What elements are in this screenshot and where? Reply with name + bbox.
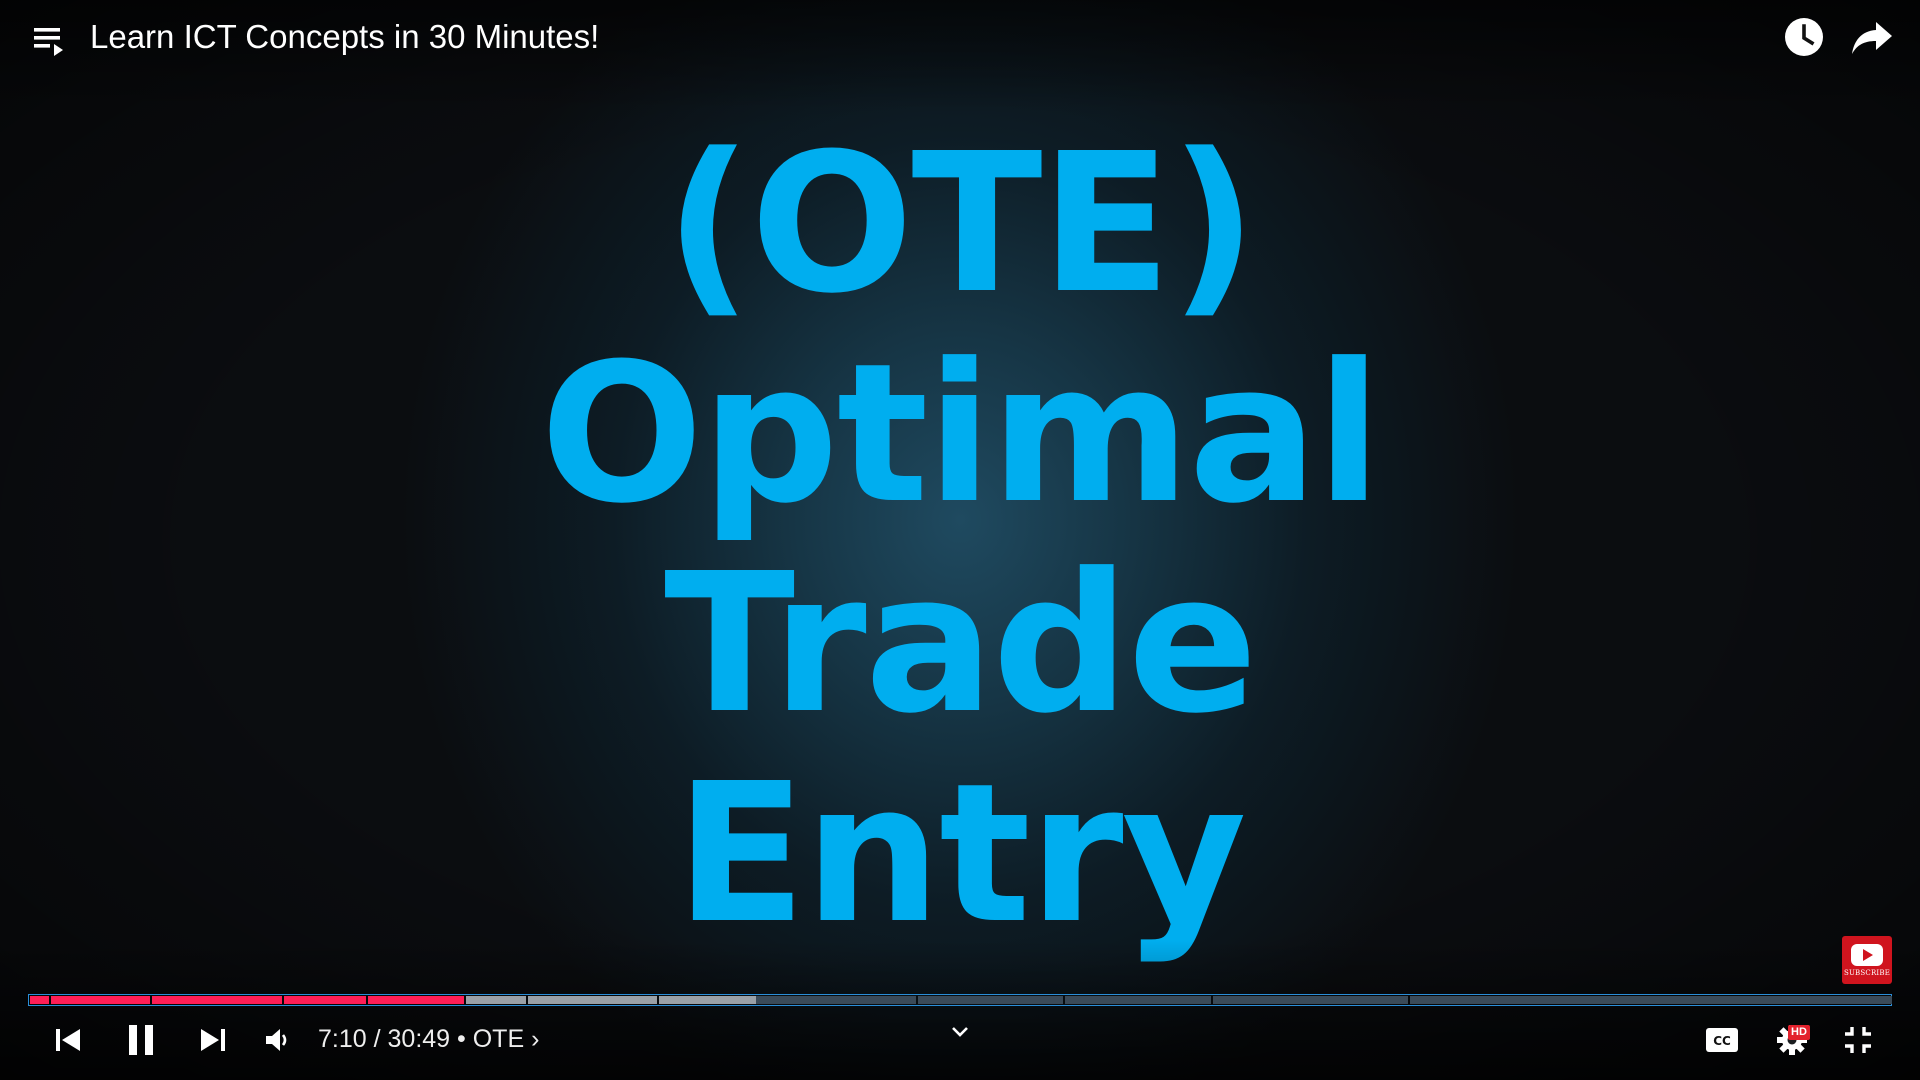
time-separator: / [366,1025,388,1053]
subscribe-watermark-label: SUBSCRIBE [1843,968,1891,977]
chapter-chevron-icon: › [531,1025,540,1053]
volume-icon [266,1029,287,1051]
pause-icon [129,1025,153,1055]
captions-icon: CC [1706,1028,1738,1052]
time-display: 7:10 / 30:49 • OTE › [318,1022,539,1056]
chapter-segment-5[interactable] [368,996,464,1004]
hd-badge: HD [1788,1025,1810,1040]
slide-text: (OTE) Optimal Trade Entry [0,120,1920,960]
pause-button[interactable] [122,1018,160,1062]
progress-track [30,996,1892,1004]
bottom-gradient [0,940,1920,1080]
duration: 30:49 [387,1025,451,1053]
playlist-icon[interactable] [30,20,74,64]
youtube-logo-icon [1851,943,1883,966]
chapter-segment-3[interactable] [152,996,282,1004]
share-icon[interactable] [1850,16,1894,58]
svg-text:CC: CC [1713,1034,1731,1048]
chapter-segment-8[interactable] [659,996,756,1004]
subscribe-watermark[interactable]: SUBSCRIBE [1842,936,1892,984]
chapter-segment-9[interactable] [756,996,916,1004]
slide-line-2: Optimal [540,323,1382,546]
exit-fullscreen-icon [1845,1027,1871,1053]
next-button[interactable] [195,1018,231,1062]
chapter-title: OTE [472,1025,525,1053]
chapter-segment-6[interactable] [466,996,526,1004]
volume-button[interactable] [260,1018,296,1062]
previous-button[interactable] [50,1018,86,1062]
exit-fullscreen-button[interactable] [1838,1018,1878,1062]
chapter-segment-10[interactable] [918,996,1063,1004]
watch-later-icon[interactable] [1783,16,1825,58]
chapter-segment-11[interactable] [1065,996,1211,1004]
progress-bar[interactable] [28,994,1892,1006]
current-time: 7:10 [318,1025,367,1053]
top-gradient [0,0,1920,110]
video-title[interactable]: Learn ICT Concepts in 30 Minutes! [90,18,600,55]
captions-button[interactable]: CC [1702,1018,1742,1062]
previous-icon [56,1029,80,1051]
next-icon [201,1029,225,1051]
chapter-segment-12[interactable] [1213,996,1408,1004]
chapter-segment-4[interactable] [284,996,366,1004]
chapters-expand-icon[interactable] [948,1022,972,1042]
chapter-segment-1[interactable] [30,996,49,1004]
slide-line-4: Entry [675,743,1246,966]
slide-line-1: (OTE) [664,113,1258,336]
chapter-segment-2[interactable] [51,996,150,1004]
chapter-segment-7[interactable] [528,996,657,1004]
slide-line-3: Trade [664,533,1258,756]
chapter-title-button[interactable]: OTE › [473,1025,540,1053]
chapter-segment-13[interactable] [1410,996,1892,1004]
chapter-bullet: • [450,1025,473,1053]
